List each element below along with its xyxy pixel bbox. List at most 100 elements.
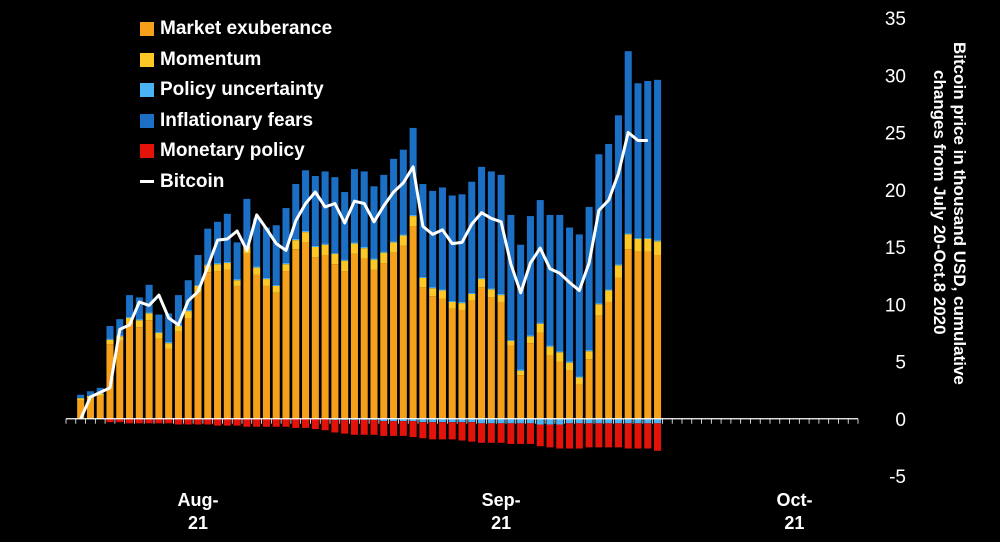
bar-segment (536, 323, 544, 333)
bar-segment (282, 271, 290, 419)
legend-item-momentum: Momentum (140, 45, 332, 76)
bar-segment-negative (409, 418, 417, 422)
bar-segment (116, 340, 124, 419)
bar-segment (331, 252, 339, 254)
bar-segment-negative (380, 421, 388, 436)
bar-segment (419, 277, 427, 288)
bar-segment (624, 233, 632, 235)
bar-segment (624, 249, 632, 419)
bar-segment-negative (262, 418, 270, 427)
bar-segment (468, 181, 476, 293)
bar-segment (350, 243, 358, 254)
legend-label: Inflationary fears (160, 109, 314, 131)
bar-segment (419, 184, 427, 277)
bar-segment (507, 340, 515, 346)
bar-segment (517, 244, 525, 370)
bar-segment (253, 266, 261, 268)
bar-segment (536, 322, 544, 324)
bar-segment (174, 331, 182, 419)
bar-segment (507, 339, 515, 341)
bar-segment (595, 154, 603, 304)
bar-segment-negative (155, 418, 163, 424)
bar-segment (468, 293, 476, 301)
bar-segment-negative (429, 418, 437, 423)
bar-segment (145, 312, 153, 314)
bar-segment (448, 301, 456, 309)
bar-segment (253, 267, 261, 275)
bar-segment (155, 338, 163, 419)
bar-segment-negative (478, 423, 486, 443)
y-tick-label: 0 (895, 410, 906, 431)
bar-segment (145, 320, 153, 419)
bar-segment (174, 326, 182, 332)
bar-segment-negative (624, 418, 632, 424)
bar-segment (155, 314, 163, 332)
bar-segment (595, 304, 603, 316)
bar-segment (262, 227, 270, 278)
legend-swatch (140, 83, 154, 98)
bar-segment (546, 214, 554, 346)
bar-segment (302, 230, 310, 233)
bar-segment-negative (448, 422, 456, 440)
bar-segment (614, 265, 622, 278)
bar-segment (644, 237, 652, 239)
bar-segment (77, 394, 85, 399)
bar-segment (243, 198, 251, 246)
y-tick-label: 30 (885, 66, 906, 87)
bar-segment-negative (292, 418, 300, 428)
bar-segment-negative (546, 418, 554, 425)
bar-segment (458, 309, 466, 419)
legend-label: Market exuberance (160, 18, 333, 40)
bar-segment (478, 279, 486, 288)
bar-segment (96, 387, 104, 394)
bar-segment (331, 177, 339, 253)
bar-segment-negative (654, 418, 662, 424)
bar-segment-negative (575, 423, 583, 449)
bar-segment (526, 343, 534, 419)
bar-segment (243, 253, 251, 419)
bar-segment (341, 260, 349, 272)
bar-segment-negative (438, 418, 446, 423)
bar-segment-negative (497, 418, 505, 424)
bar-segment (566, 227, 574, 362)
bar-segment (194, 255, 202, 285)
bitcoin-line (79, 131, 648, 420)
bar-segment (595, 303, 603, 305)
bar-segment (370, 258, 378, 260)
bar-segment (517, 375, 525, 419)
bar-segment (321, 255, 329, 419)
bar-segment (292, 249, 300, 419)
bar-segment (458, 303, 466, 310)
bar-segment (526, 336, 534, 344)
bar-segment (272, 284, 280, 286)
bar-segment-negative (399, 421, 407, 436)
bar-segment (214, 263, 222, 265)
bar-segment (614, 277, 622, 419)
bar-segment-negative (135, 418, 143, 424)
bar-segment (262, 277, 270, 280)
bar-segment (575, 377, 583, 385)
bar-segment (634, 237, 642, 239)
bar-segment-negative (468, 422, 476, 442)
bar-segment (390, 241, 398, 243)
bar-segment (106, 338, 114, 340)
bar-segment (448, 195, 456, 301)
bar-segment (478, 166, 486, 278)
bar-segment (409, 216, 417, 227)
bar-segment-negative (585, 423, 593, 448)
bar-segment-negative (321, 418, 329, 431)
bar-segment-negative (233, 418, 241, 426)
bar-segment (458, 301, 466, 304)
bitcoin-line-path (79, 131, 648, 420)
bar-segment (262, 279, 270, 286)
bar-segment (585, 350, 593, 352)
legend-label: Momentum (160, 48, 262, 70)
bar-segment (487, 171, 495, 289)
bar-segment (370, 269, 378, 419)
bar-segment (536, 332, 544, 419)
bar-segment (605, 143, 613, 290)
bar-segment (165, 313, 173, 343)
bar-segment-negative (517, 423, 525, 444)
bar-segment (165, 343, 173, 349)
legend-swatch (140, 52, 154, 67)
